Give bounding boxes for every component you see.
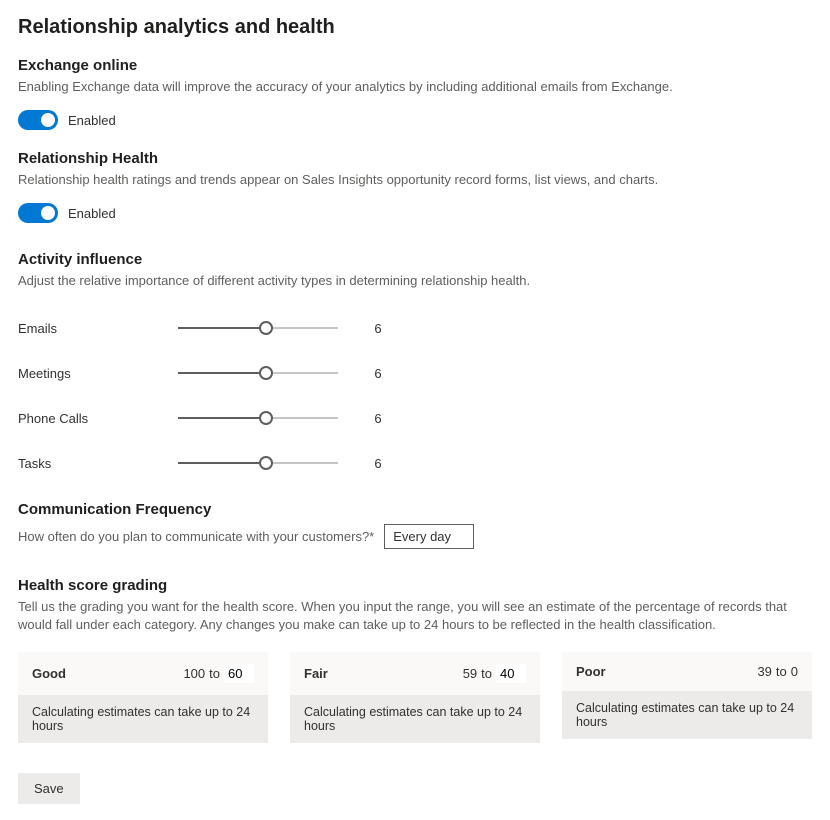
- slider-row-emails: Emails 6: [18, 321, 812, 336]
- communication-frequency-heading: Communication Frequency: [18, 501, 812, 518]
- relationship-health-toggle-label: Enabled: [68, 206, 116, 221]
- grade-card-poor: Poor 39 to 0 Calculating estimates can t…: [562, 652, 812, 743]
- grade-name-good: Good: [32, 666, 66, 681]
- slider-meetings[interactable]: [178, 366, 338, 380]
- exchange-toggle-label: Enabled: [68, 113, 116, 128]
- communication-frequency-select[interactable]: Every day: [384, 524, 474, 549]
- save-button[interactable]: Save: [18, 773, 80, 804]
- grade-poor-from: 39: [757, 664, 771, 679]
- slider-tasks[interactable]: [178, 456, 338, 470]
- grade-to-label: to: [481, 666, 492, 681]
- grade-poor-to: 0: [791, 664, 798, 679]
- health-score-grading-heading: Health score grading: [18, 577, 812, 594]
- grade-note-good: Calculating estimates can take up to 24 …: [18, 695, 268, 743]
- slider-emails[interactable]: [178, 321, 338, 335]
- activity-influence-heading: Activity influence: [18, 251, 812, 268]
- slider-label-tasks: Tasks: [18, 456, 178, 471]
- exchange-toggle-row: Enabled: [18, 110, 812, 130]
- grade-name-poor: Poor: [576, 664, 606, 679]
- relationship-health-desc: Relationship health ratings and trends a…: [18, 171, 812, 189]
- grade-fair-from: 59: [463, 666, 477, 681]
- exchange-toggle[interactable]: [18, 110, 58, 130]
- slider-value-phonecalls: 6: [358, 411, 398, 426]
- slider-phonecalls[interactable]: [178, 411, 338, 425]
- relationship-health-toggle[interactable]: [18, 203, 58, 223]
- slider-label-phonecalls: Phone Calls: [18, 411, 178, 426]
- exchange-online-heading: Exchange online: [18, 57, 812, 74]
- slider-row-meetings: Meetings 6: [18, 366, 812, 381]
- grade-note-fair: Calculating estimates can take up to 24 …: [290, 695, 540, 743]
- health-score-grading-desc: Tell us the grading you want for the hea…: [18, 598, 812, 634]
- page-title: Relationship analytics and health: [18, 16, 812, 39]
- slider-row-tasks: Tasks 6: [18, 456, 812, 471]
- exchange-online-desc: Enabling Exchange data will improve the …: [18, 78, 812, 96]
- grade-name-fair: Fair: [304, 666, 328, 681]
- grade-good-to-input[interactable]: [224, 664, 254, 683]
- slider-value-meetings: 6: [358, 366, 398, 381]
- grading-row: Good 100 to Calculating estimates can ta…: [18, 652, 812, 743]
- grade-to-label: to: [776, 664, 787, 679]
- slider-row-phonecalls: Phone Calls 6: [18, 411, 812, 426]
- grade-fair-to-input[interactable]: [496, 664, 526, 683]
- grade-card-fair: Fair 59 to Calculating estimates can tak…: [290, 652, 540, 743]
- slider-label-meetings: Meetings: [18, 366, 178, 381]
- communication-frequency-label: How often do you plan to communicate wit…: [18, 529, 374, 544]
- grade-good-from: 100: [183, 666, 205, 681]
- relationship-health-toggle-row: Enabled: [18, 203, 812, 223]
- grade-card-good: Good 100 to Calculating estimates can ta…: [18, 652, 268, 743]
- activity-influence-desc: Adjust the relative importance of differ…: [18, 272, 812, 290]
- relationship-health-heading: Relationship Health: [18, 150, 812, 167]
- slider-value-tasks: 6: [358, 456, 398, 471]
- grade-note-poor: Calculating estimates can take up to 24 …: [562, 691, 812, 739]
- grade-to-label: to: [209, 666, 220, 681]
- slider-label-emails: Emails: [18, 321, 178, 336]
- slider-value-emails: 6: [358, 321, 398, 336]
